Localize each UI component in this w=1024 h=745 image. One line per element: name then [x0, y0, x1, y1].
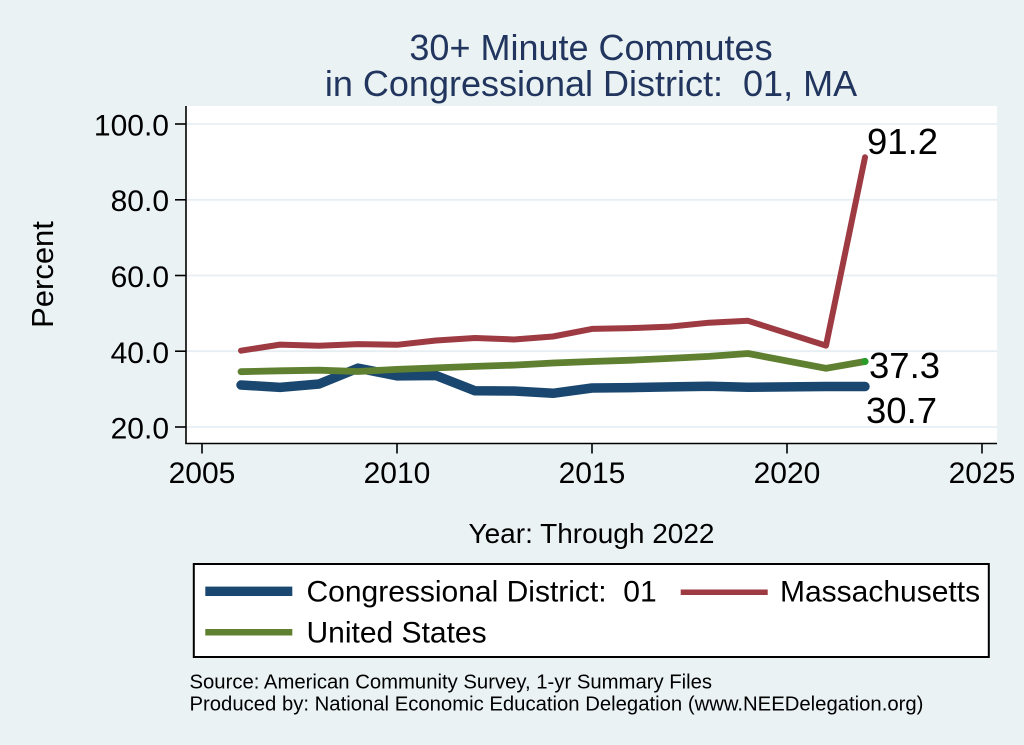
- svg-text:United States: United States: [307, 617, 487, 650]
- svg-text:in Congressional District: 01: in Congressional District: 01, MA: [325, 63, 857, 104]
- svg-text:2015: 2015: [559, 457, 626, 490]
- svg-text:60.0: 60.0: [111, 261, 169, 294]
- svg-text:Source: American Community Sur: Source: American Community Survey, 1-yr …: [190, 672, 713, 694]
- svg-text:30.7: 30.7: [866, 390, 937, 431]
- svg-text:2025: 2025: [949, 457, 1016, 490]
- svg-text:Percent: Percent: [25, 221, 60, 328]
- svg-text:40.0: 40.0: [111, 337, 169, 370]
- svg-text:30+ Minute Commutes: 30+ Minute Commutes: [409, 27, 772, 68]
- svg-text:100.0: 100.0: [94, 110, 169, 143]
- svg-text:20.0: 20.0: [111, 413, 169, 446]
- svg-text:Year: Through 2022: Year: Through 2022: [469, 518, 715, 549]
- svg-text:80.0: 80.0: [111, 185, 169, 218]
- svg-text:Congressional District: 01: Congressional District: 01: [307, 576, 657, 609]
- svg-text:Massachusetts: Massachusetts: [780, 576, 980, 609]
- svg-text:2005: 2005: [169, 457, 236, 490]
- svg-text:Produced by: National Economic: Produced by: National Economic Education…: [190, 694, 924, 716]
- svg-text:37.3: 37.3: [869, 345, 940, 386]
- svg-text:91.2: 91.2: [867, 121, 938, 162]
- svg-text:2020: 2020: [754, 457, 821, 490]
- svg-text:2010: 2010: [364, 457, 431, 490]
